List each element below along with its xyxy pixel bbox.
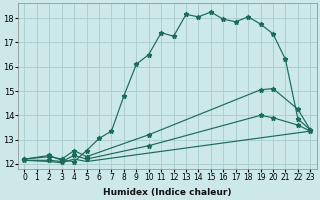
- X-axis label: Humidex (Indice chaleur): Humidex (Indice chaleur): [103, 188, 232, 197]
